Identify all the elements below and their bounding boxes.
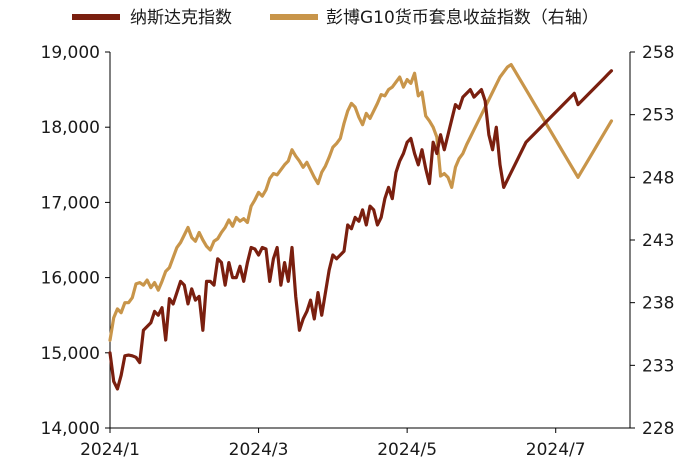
series-line-nasdaq: [108, 69, 614, 391]
axes: 14,000 15,000 16,000 17,000 18,000 19,000 228 2…: [41, 43, 675, 460]
left-axis-tick-label: 19,000: [41, 43, 100, 63]
legend: 纳斯达克指数 彭博G10货币套息收益指数（右轴）: [72, 8, 599, 28]
legend-label-carry-index: 彭博G10货币套息收益指数（右轴）: [326, 8, 599, 28]
right-axis-tick-label: 228: [642, 419, 674, 439]
left-axis-tick-label: 15,000: [41, 344, 100, 364]
x-axis-tick-label: 2024/7: [526, 440, 586, 460]
x-axis-tick-label: 2024/5: [377, 440, 437, 460]
right-axis-tick-label: 233: [642, 356, 674, 376]
series-line-carry-index: [108, 62, 614, 342]
right-axis-tick-label: 258: [642, 43, 674, 63]
left-axis-tick-label: 18,000: [41, 118, 100, 138]
right-axis-tick-label: 243: [642, 231, 674, 251]
right-axis-tick-label: 238: [642, 294, 674, 314]
right-axis-tick-label: 253: [642, 106, 674, 126]
left-axis-tick-label: 14,000: [41, 419, 100, 439]
x-axis-tick-label: 2024/1: [80, 440, 140, 460]
left-axis-tick-label: 16,000: [41, 269, 100, 289]
series-layer: [108, 62, 614, 391]
legend-label-nasdaq: 纳斯达克指数: [130, 8, 232, 28]
x-axis-tick-label: 2024/3: [229, 440, 289, 460]
right-axis-tick-label: 248: [642, 168, 674, 188]
left-axis-tick-label: 17,000: [41, 193, 100, 213]
